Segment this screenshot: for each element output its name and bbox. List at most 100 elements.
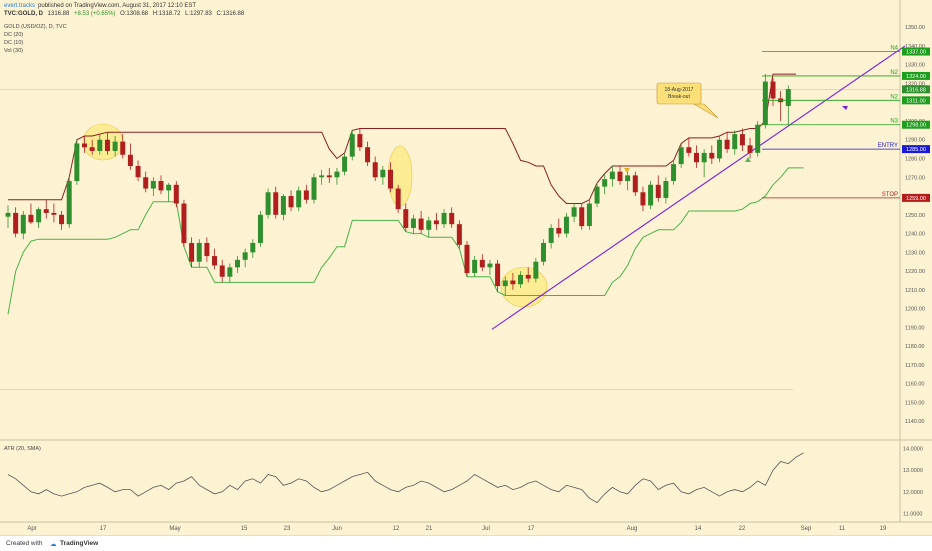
tradingview-brand[interactable]: TradingView	[60, 540, 99, 547]
candle-body	[357, 134, 363, 148]
candle-body	[548, 227, 554, 243]
candle-body	[66, 181, 72, 225]
level-badge-label: 1298.00	[906, 123, 926, 129]
annotation-date: 18-Aug-2017	[665, 87, 694, 93]
price-tick-label: 1190.00	[905, 325, 924, 331]
level-badge	[902, 145, 930, 154]
candle-body	[594, 186, 600, 204]
time-tick-label: Aug	[627, 526, 638, 532]
candle-body	[28, 214, 34, 223]
candle-body	[472, 259, 478, 273]
level-name: ENTRY	[878, 143, 898, 149]
highlight-ellipse	[500, 266, 548, 308]
time-tick-label: 23	[284, 526, 291, 532]
price-chart[interactable]: 1140.00 1150.00 1160.00 1170.00 1180.00 1190.…	[0, 0, 932, 535]
candle-body	[724, 139, 730, 150]
price-tick-label: 1280.00	[905, 157, 925, 163]
level-badge	[902, 193, 930, 202]
price-tick-label: 1270.00	[905, 175, 925, 181]
candle-body	[143, 177, 149, 189]
candle-body	[36, 209, 42, 223]
ohlc-line: TVC:GOLD, D 1316.88 +8.53 (+0.65%) O:130…	[4, 11, 247, 18]
candle-body	[701, 152, 707, 163]
indicator-legend-0[interactable]: GOLD (USD/OZ), D, TVC	[4, 24, 67, 30]
price-tick-label: 1250.00	[905, 213, 925, 219]
candle-body	[617, 171, 623, 182]
last-price-badge	[902, 85, 930, 94]
candle-body	[785, 89, 791, 106]
candle-body	[59, 214, 65, 225]
symbol-label: TVC:GOLD, D	[4, 11, 43, 17]
price-tick-label: 1140.00	[905, 419, 924, 425]
candle-body	[13, 212, 19, 234]
price-tick-label: 1150.00	[905, 400, 924, 406]
annotation-pointer	[692, 103, 719, 119]
candle-body	[112, 141, 118, 151]
candle-body	[212, 256, 218, 266]
candle-body	[82, 143, 87, 148]
candle-body	[74, 143, 80, 182]
candle-body	[311, 177, 317, 200]
candle-body	[518, 274, 524, 285]
author-link[interactable]: evert.tracks	[4, 3, 36, 9]
candle-body	[762, 81, 768, 125]
candle-body	[739, 134, 745, 146]
candle-body	[426, 220, 432, 230]
candle-body	[349, 134, 355, 157]
candle-body	[303, 190, 309, 200]
candle-body	[533, 261, 539, 279]
candle-body	[273, 192, 279, 215]
candle-body	[242, 252, 248, 260]
candle-body	[556, 227, 562, 234]
time-tick-label: Jul	[482, 526, 490, 532]
candle-body	[326, 175, 332, 178]
candle-body	[235, 259, 240, 268]
level-name: N3	[890, 119, 898, 125]
atr-line	[7, 452, 804, 504]
close-value: C:1316.88	[216, 11, 245, 17]
candle-body	[319, 175, 325, 178]
candle-body	[380, 169, 386, 178]
indicator-legend-2[interactable]: DC (10)	[4, 40, 24, 46]
candle-body	[189, 242, 195, 262]
candle-body	[97, 139, 103, 151]
candle-body	[219, 265, 225, 277]
candle-body	[586, 203, 592, 227]
indicator-legend-3[interactable]: Vol (30)	[4, 48, 23, 54]
candle-body	[732, 134, 738, 150]
dc-upper-line	[8, 73, 796, 204]
candle-body	[632, 175, 638, 193]
indicator-legend-1[interactable]: DC (20)	[4, 32, 24, 38]
footer-bar: Created with ☁ TradingView	[0, 535, 932, 551]
candle-body	[120, 141, 126, 155]
candle-body	[464, 244, 470, 273]
level-badge	[902, 47, 930, 56]
candle-body	[288, 196, 294, 208]
level-badge	[902, 96, 930, 105]
price-tick-label: 1340.00	[905, 44, 925, 50]
time-tick-label: 17	[528, 526, 535, 532]
time-tick-label: 12	[393, 526, 400, 532]
trend-arrow-icon	[842, 106, 848, 110]
level-badge-label: 1285.00	[906, 147, 926, 153]
publish-line: evert.tracks published on TradingView.com…	[4, 3, 199, 10]
time-tick-label: 15	[241, 526, 248, 532]
candle-body	[166, 184, 172, 191]
candle-body	[265, 192, 271, 215]
candle-body	[104, 139, 110, 151]
time-tick-label: Sep	[801, 526, 812, 532]
price-change: +8.53 (+0.65%)	[74, 11, 116, 17]
candle-body	[755, 124, 761, 153]
candle-body	[158, 181, 164, 191]
candle-body	[395, 188, 401, 210]
candle-body	[609, 171, 615, 180]
price-tick-label: 1160.00	[905, 382, 924, 388]
low-value: L:1297.83	[185, 11, 212, 17]
candle-body	[342, 156, 348, 172]
candle-body	[173, 184, 179, 204]
candle-body	[640, 192, 646, 206]
created-with-text: Created with	[6, 540, 43, 547]
candle-body	[127, 154, 133, 167]
candle-body	[747, 145, 753, 153]
candle-body	[487, 263, 493, 268]
